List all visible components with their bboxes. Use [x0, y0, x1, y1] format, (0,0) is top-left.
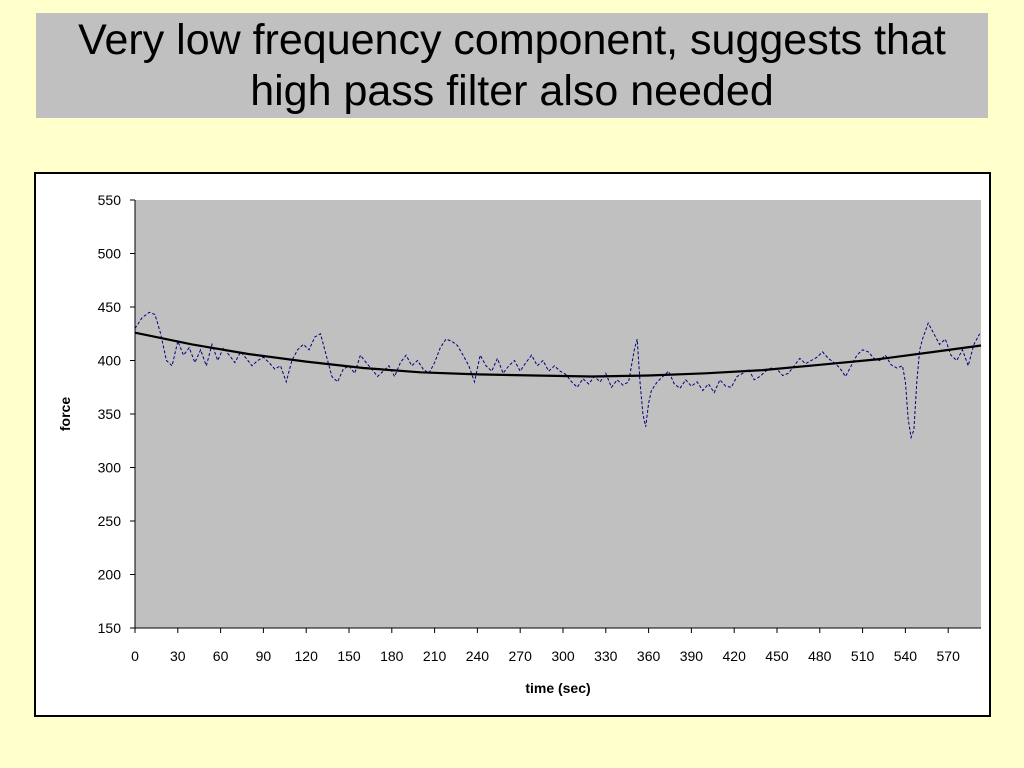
x-tick-label: 270 — [509, 648, 533, 664]
x-tick-label: 360 — [637, 648, 661, 664]
y-tick-label: 400 — [98, 353, 122, 369]
y-tick-label: 150 — [98, 620, 122, 636]
x-tick-label: 330 — [594, 648, 618, 664]
chart-container: 150 200 250 300 350 400 450 500 550 0 30 60 90 120 150… — [34, 172, 991, 717]
y-axis-title: force — [57, 397, 73, 431]
slide-title: Very low frequency component, suggests t… — [78, 15, 946, 115]
y-tick-label: 350 — [98, 406, 122, 422]
y-tick-label: 250 — [98, 513, 122, 529]
x-tick-label: 570 — [937, 648, 961, 664]
x-tick-label: 540 — [894, 648, 918, 664]
y-tick-label: 500 — [98, 246, 122, 262]
x-tick-label: 30 — [170, 648, 186, 664]
x-tick-label: 480 — [808, 648, 832, 664]
x-tick-label: 300 — [551, 648, 575, 664]
plot-area — [135, 200, 981, 628]
x-tick-label: 390 — [680, 648, 704, 664]
x-tick-label: 0 — [131, 648, 139, 664]
x-tick-label: 90 — [256, 648, 272, 664]
x-tick-label: 120 — [295, 648, 319, 664]
y-tick-label: 200 — [98, 567, 122, 583]
x-tick-label: 180 — [380, 648, 404, 664]
y-tick-label: 450 — [98, 299, 122, 315]
y-tick-label: 550 — [98, 192, 122, 208]
x-tick-label: 150 — [337, 648, 361, 664]
x-tick-label: 510 — [851, 648, 875, 664]
slide-title-box: Very low frequency component, suggests t… — [36, 13, 988, 118]
x-tick-label: 60 — [213, 648, 229, 664]
x-tick-label: 420 — [723, 648, 747, 664]
x-tick-label: 210 — [423, 648, 447, 664]
force-time-chart: 150 200 250 300 350 400 450 500 550 0 30 60 90 120 150… — [57, 192, 982, 696]
trend-line — [134, 331, 982, 378]
x-tick-label: 450 — [765, 648, 789, 664]
y-tick-label: 300 — [98, 460, 122, 476]
x-tick-label: 240 — [466, 648, 490, 664]
x-axis-title: time (sec) — [525, 680, 590, 696]
